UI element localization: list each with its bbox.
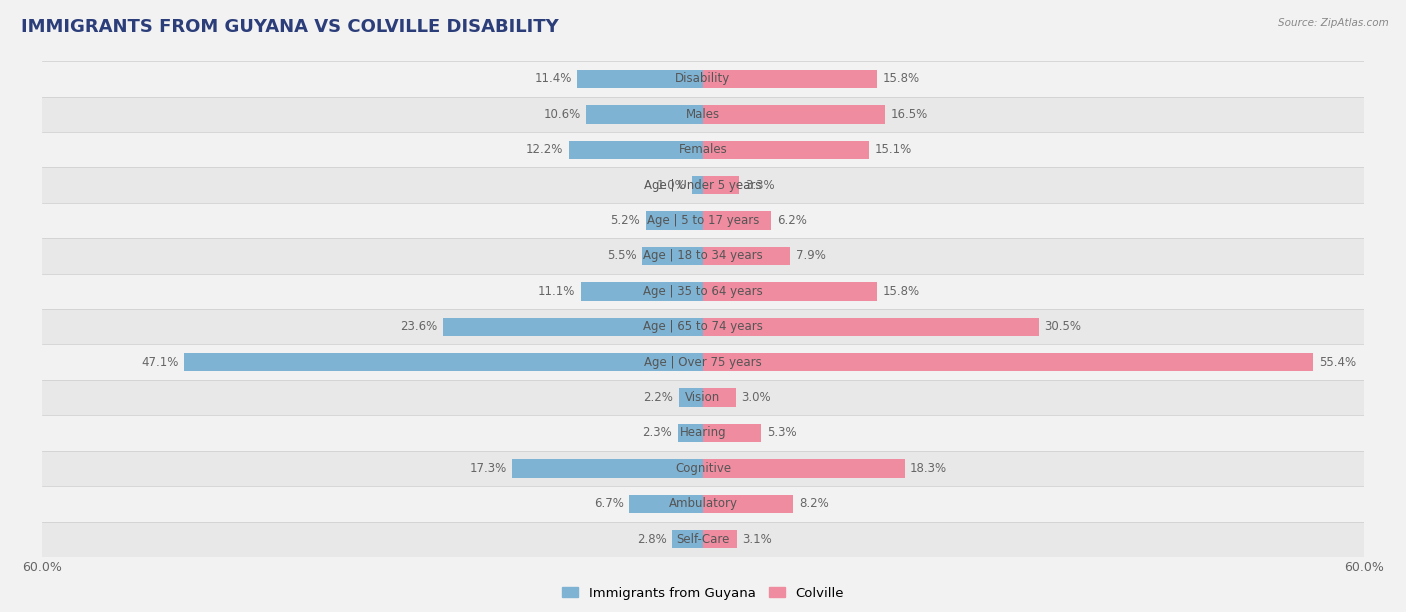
Text: 23.6%: 23.6% — [401, 320, 437, 334]
Text: Source: ZipAtlas.com: Source: ZipAtlas.com — [1278, 18, 1389, 28]
Bar — [679, 389, 703, 407]
Text: 6.7%: 6.7% — [593, 498, 624, 510]
Bar — [184, 353, 703, 371]
Bar — [443, 318, 703, 336]
Bar — [703, 211, 772, 230]
Bar — [42, 61, 1364, 97]
Bar — [586, 105, 703, 124]
Text: Disability: Disability — [675, 72, 731, 86]
Bar — [42, 238, 1364, 274]
Bar — [512, 459, 703, 477]
Bar — [42, 380, 1364, 416]
Text: Hearing: Hearing — [679, 427, 727, 439]
Text: Age | 35 to 64 years: Age | 35 to 64 years — [643, 285, 763, 298]
Bar — [703, 424, 762, 442]
Bar — [703, 353, 1313, 371]
Text: 17.3%: 17.3% — [470, 462, 508, 475]
Bar — [678, 424, 703, 442]
Text: 3.0%: 3.0% — [741, 391, 770, 404]
Bar — [703, 318, 1039, 336]
Bar — [42, 486, 1364, 521]
Bar — [578, 70, 703, 88]
Text: Age | Under 5 years: Age | Under 5 years — [644, 179, 762, 192]
Text: 11.1%: 11.1% — [538, 285, 575, 298]
Text: 2.3%: 2.3% — [643, 427, 672, 439]
Text: Vision: Vision — [685, 391, 721, 404]
Text: Age | 65 to 74 years: Age | 65 to 74 years — [643, 320, 763, 334]
Text: 2.2%: 2.2% — [644, 391, 673, 404]
Bar — [42, 168, 1364, 203]
Text: 16.5%: 16.5% — [890, 108, 928, 121]
Bar — [692, 176, 703, 195]
Bar — [645, 211, 703, 230]
Bar — [703, 389, 737, 407]
Bar — [703, 141, 869, 159]
Text: 5.5%: 5.5% — [607, 250, 637, 263]
Text: 5.2%: 5.2% — [610, 214, 640, 227]
Bar — [703, 282, 877, 300]
Text: Self-Care: Self-Care — [676, 532, 730, 546]
Text: Males: Males — [686, 108, 720, 121]
Bar — [42, 521, 1364, 557]
Text: 2.8%: 2.8% — [637, 532, 666, 546]
Bar — [42, 309, 1364, 345]
Bar — [672, 530, 703, 548]
Bar — [703, 530, 737, 548]
Legend: Immigrants from Guyana, Colville: Immigrants from Guyana, Colville — [557, 581, 849, 605]
Bar — [581, 282, 703, 300]
Bar — [42, 416, 1364, 450]
Text: Age | 5 to 17 years: Age | 5 to 17 years — [647, 214, 759, 227]
Text: 15.8%: 15.8% — [883, 285, 920, 298]
Text: IMMIGRANTS FROM GUYANA VS COLVILLE DISABILITY: IMMIGRANTS FROM GUYANA VS COLVILLE DISAB… — [21, 18, 558, 36]
Text: 5.3%: 5.3% — [766, 427, 797, 439]
Bar — [703, 494, 793, 513]
Bar — [630, 494, 703, 513]
Text: 47.1%: 47.1% — [142, 356, 179, 368]
Text: 6.2%: 6.2% — [776, 214, 807, 227]
Bar — [42, 274, 1364, 309]
Text: Ambulatory: Ambulatory — [668, 498, 738, 510]
Bar — [643, 247, 703, 265]
Text: 10.6%: 10.6% — [544, 108, 581, 121]
Bar — [568, 141, 703, 159]
Bar — [703, 247, 790, 265]
Bar — [703, 105, 884, 124]
Text: 55.4%: 55.4% — [1319, 356, 1355, 368]
Text: 3.3%: 3.3% — [745, 179, 775, 192]
Text: 30.5%: 30.5% — [1045, 320, 1081, 334]
Text: 8.2%: 8.2% — [799, 498, 828, 510]
Bar — [42, 97, 1364, 132]
Bar — [42, 203, 1364, 238]
Text: 3.1%: 3.1% — [742, 532, 772, 546]
Text: Females: Females — [679, 143, 727, 156]
Text: 18.3%: 18.3% — [910, 462, 948, 475]
Text: 1.0%: 1.0% — [657, 179, 686, 192]
Bar — [703, 459, 904, 477]
Text: 11.4%: 11.4% — [534, 72, 572, 86]
Bar — [42, 450, 1364, 486]
Text: Age | 18 to 34 years: Age | 18 to 34 years — [643, 250, 763, 263]
Bar — [42, 132, 1364, 168]
Bar — [703, 70, 877, 88]
Bar — [42, 345, 1364, 380]
Text: 15.8%: 15.8% — [883, 72, 920, 86]
Text: 7.9%: 7.9% — [796, 250, 825, 263]
Text: 15.1%: 15.1% — [875, 143, 912, 156]
Text: 12.2%: 12.2% — [526, 143, 564, 156]
Bar — [703, 176, 740, 195]
Text: Age | Over 75 years: Age | Over 75 years — [644, 356, 762, 368]
Text: Cognitive: Cognitive — [675, 462, 731, 475]
